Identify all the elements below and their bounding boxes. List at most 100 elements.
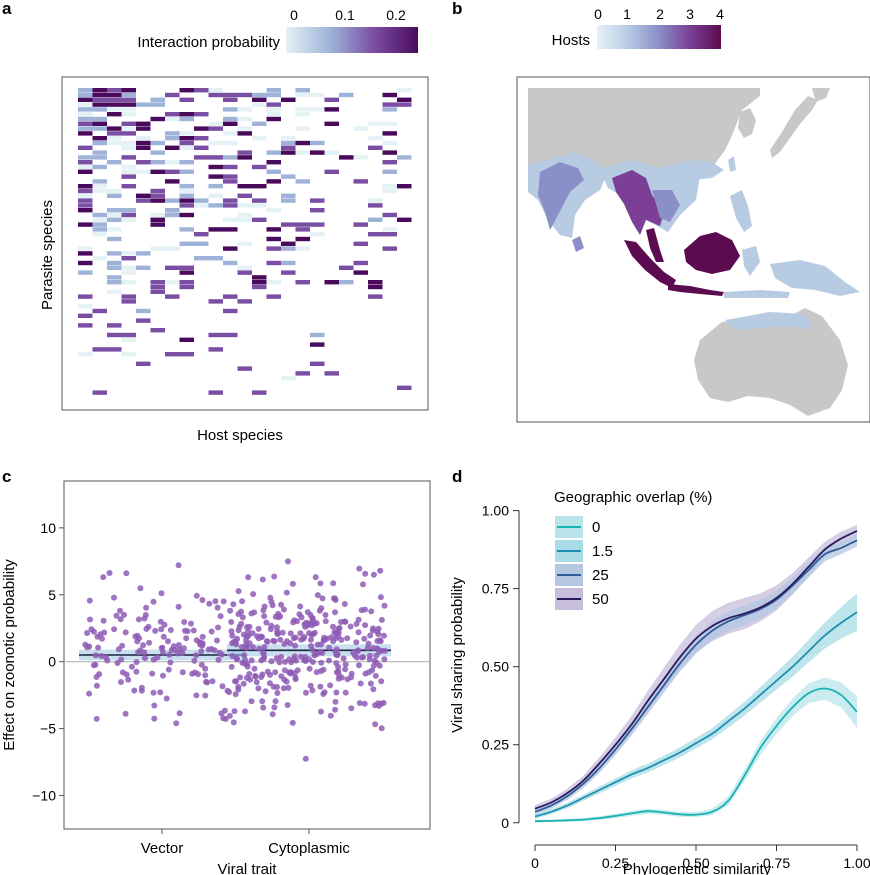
- scatter-point: [99, 635, 105, 642]
- scatter-point: [143, 604, 150, 611]
- heatmap-cell: [92, 256, 107, 261]
- heatmap-cell: [107, 92, 122, 98]
- scatter-point: [313, 620, 320, 627]
- scatter-point: [320, 637, 327, 643]
- scatter-point: [370, 645, 377, 651]
- heatmap-cell: [150, 222, 165, 227]
- heatmap-cell: [281, 136, 296, 141]
- scatter-point: [370, 571, 377, 578]
- heatmap-cell: [78, 107, 93, 112]
- heatmap-cell: [107, 97, 122, 102]
- scatter-point: [226, 689, 233, 696]
- map-land-japan: [770, 96, 818, 158]
- scatter-point: [296, 611, 303, 618]
- scatter-point: [342, 666, 349, 673]
- heatmap-cell: [179, 88, 194, 93]
- scatter-point: [335, 664, 342, 670]
- heatmap-cell: [136, 251, 151, 256]
- map-land-korea: [738, 108, 756, 138]
- scatter-point: [173, 720, 180, 727]
- scatter-point: [264, 668, 271, 675]
- scatter-point: [163, 695, 170, 702]
- scatter-point: [244, 633, 250, 640]
- scatter-point: [206, 600, 213, 607]
- heatmap-cell: [92, 188, 107, 194]
- scatter-point: [348, 705, 355, 712]
- heatmap-cell: [107, 323, 122, 328]
- heatmap-cell: [382, 169, 397, 174]
- scatter-point: [239, 598, 246, 605]
- heatmap-cell: [310, 222, 325, 227]
- heatmap-cell: [136, 160, 151, 165]
- heatmap-cell: [179, 112, 194, 117]
- heatmap-cell: [208, 92, 223, 98]
- scatter-point: [273, 655, 280, 662]
- panel-b-colorbar-title: Hosts: [552, 32, 590, 49]
- scatter-point: [372, 672, 379, 679]
- scatter-point: [342, 689, 349, 696]
- scatter-point: [220, 598, 227, 605]
- heatmap-cell: [252, 284, 267, 290]
- scatter-point: [304, 609, 311, 616]
- heatmap-cell: [368, 145, 383, 150]
- scatter-point: [123, 570, 130, 577]
- heatmap-cell: [208, 184, 223, 189]
- scatter-point: [355, 616, 362, 623]
- panel-d-ylabel: Viral sharing probability: [449, 577, 466, 733]
- heatmap-cell: [92, 88, 107, 93]
- heatmap-cell: [92, 184, 107, 189]
- heatmap-cell: [295, 280, 310, 285]
- heatmap-cell: [208, 193, 223, 198]
- heatmap-cell: [92, 155, 107, 160]
- scatter-point: [128, 663, 135, 670]
- scatter-point: [117, 616, 124, 623]
- panel-d-legend-title: Geographic overlap (%): [554, 489, 712, 506]
- heatmap-cell: [150, 328, 165, 333]
- heatmap-cell: [92, 390, 107, 395]
- panel-b-frame: [516, 76, 870, 423]
- scatter-point: [260, 656, 267, 662]
- heatmap-cell: [78, 323, 93, 328]
- scatter-point: [133, 668, 140, 675]
- heatmap-cell: [136, 193, 151, 198]
- panel-b-colorbar-gradient: [597, 25, 721, 49]
- heatmap-cell: [237, 126, 252, 131]
- scatter-point: [271, 704, 278, 711]
- heatmap-cell: [194, 112, 209, 117]
- scatter-point: [259, 576, 266, 583]
- heatmap-cell: [92, 308, 107, 314]
- scatter-point: [198, 648, 205, 655]
- scatter-point: [238, 644, 245, 650]
- scatter-point: [167, 659, 174, 666]
- heatmap-cell: [324, 121, 339, 126]
- scatter-point: [285, 684, 292, 691]
- heatmap-cell: [382, 246, 397, 251]
- scatter-point: [219, 683, 226, 690]
- band-25: [535, 534, 857, 815]
- heatmap-cell: [121, 164, 136, 170]
- heatmap-cell: [179, 169, 194, 174]
- heatmap-cell: [208, 332, 223, 338]
- scatter-point: [309, 646, 316, 653]
- scatter-point: [285, 558, 291, 565]
- scatter-point: [113, 612, 120, 619]
- map-range-taiwan: [728, 156, 736, 172]
- scatter-point: [291, 670, 298, 677]
- heatmap-cell: [266, 112, 281, 117]
- scatter-point: [335, 675, 342, 682]
- heatmap-cell: [107, 188, 122, 194]
- scatter-point: [125, 676, 132, 683]
- heatmap-cell: [310, 232, 325, 237]
- heatmap-cell: [150, 246, 165, 251]
- heatmap-cell: [208, 299, 223, 304]
- heatmap-cell: [223, 294, 238, 299]
- heatmap-cell: [179, 337, 194, 342]
- heatmap-cell: [150, 102, 165, 107]
- scatter-point: [380, 632, 387, 639]
- heatmap-cell: [136, 126, 151, 131]
- heatmap-cell: [150, 188, 165, 194]
- scatter-point: [160, 633, 167, 640]
- panel-a-heatmap-cells: [78, 88, 412, 395]
- scatter-point: [137, 585, 144, 592]
- scatter-point: [132, 633, 139, 640]
